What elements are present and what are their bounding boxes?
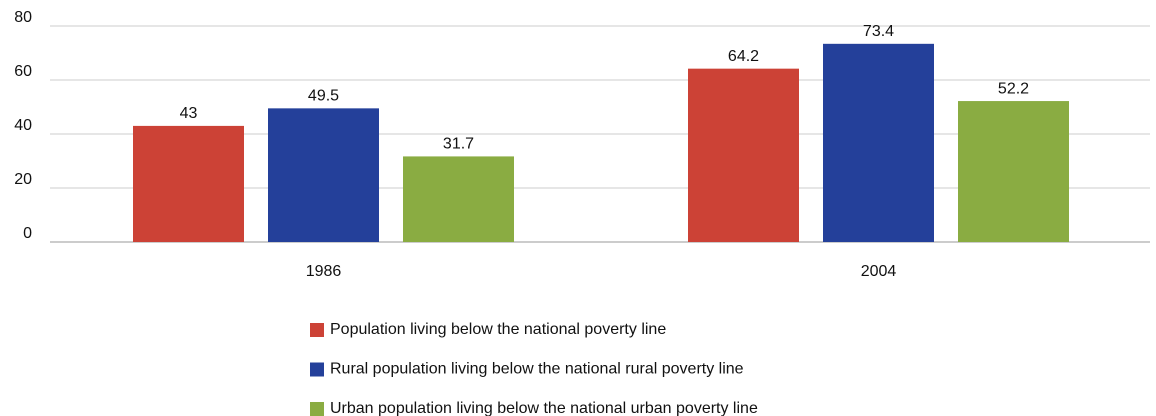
value-label: 49.5: [308, 88, 339, 105]
y-tick-label: 20: [14, 171, 32, 188]
bar: [133, 125, 244, 242]
legend-label: Rural population living below the nation…: [330, 361, 744, 378]
bar: [958, 101, 1069, 242]
x-tick-label: 2004: [861, 263, 897, 280]
value-label: 73.4: [863, 23, 894, 40]
bar: [403, 156, 514, 242]
value-label: 52.2: [998, 80, 1029, 97]
value-label: 31.7: [443, 136, 474, 153]
bar: [688, 68, 799, 242]
legend-swatch: [310, 362, 324, 377]
bar: [268, 108, 379, 242]
legend-label: Population living below the national pov…: [330, 321, 666, 338]
value-label: 43: [180, 105, 198, 122]
bar: [823, 43, 934, 242]
y-tick-label: 40: [14, 117, 32, 134]
value-label: 64.2: [728, 48, 759, 65]
legend-label: Urban population living below the nation…: [330, 400, 758, 416]
legend-swatch: [310, 323, 324, 337]
x-tick-label: 1986: [306, 263, 342, 280]
y-tick-label: 80: [14, 9, 32, 26]
legend-swatch: [310, 402, 324, 416]
y-tick-label: 60: [14, 63, 32, 80]
y-tick-label: 0: [23, 225, 32, 242]
